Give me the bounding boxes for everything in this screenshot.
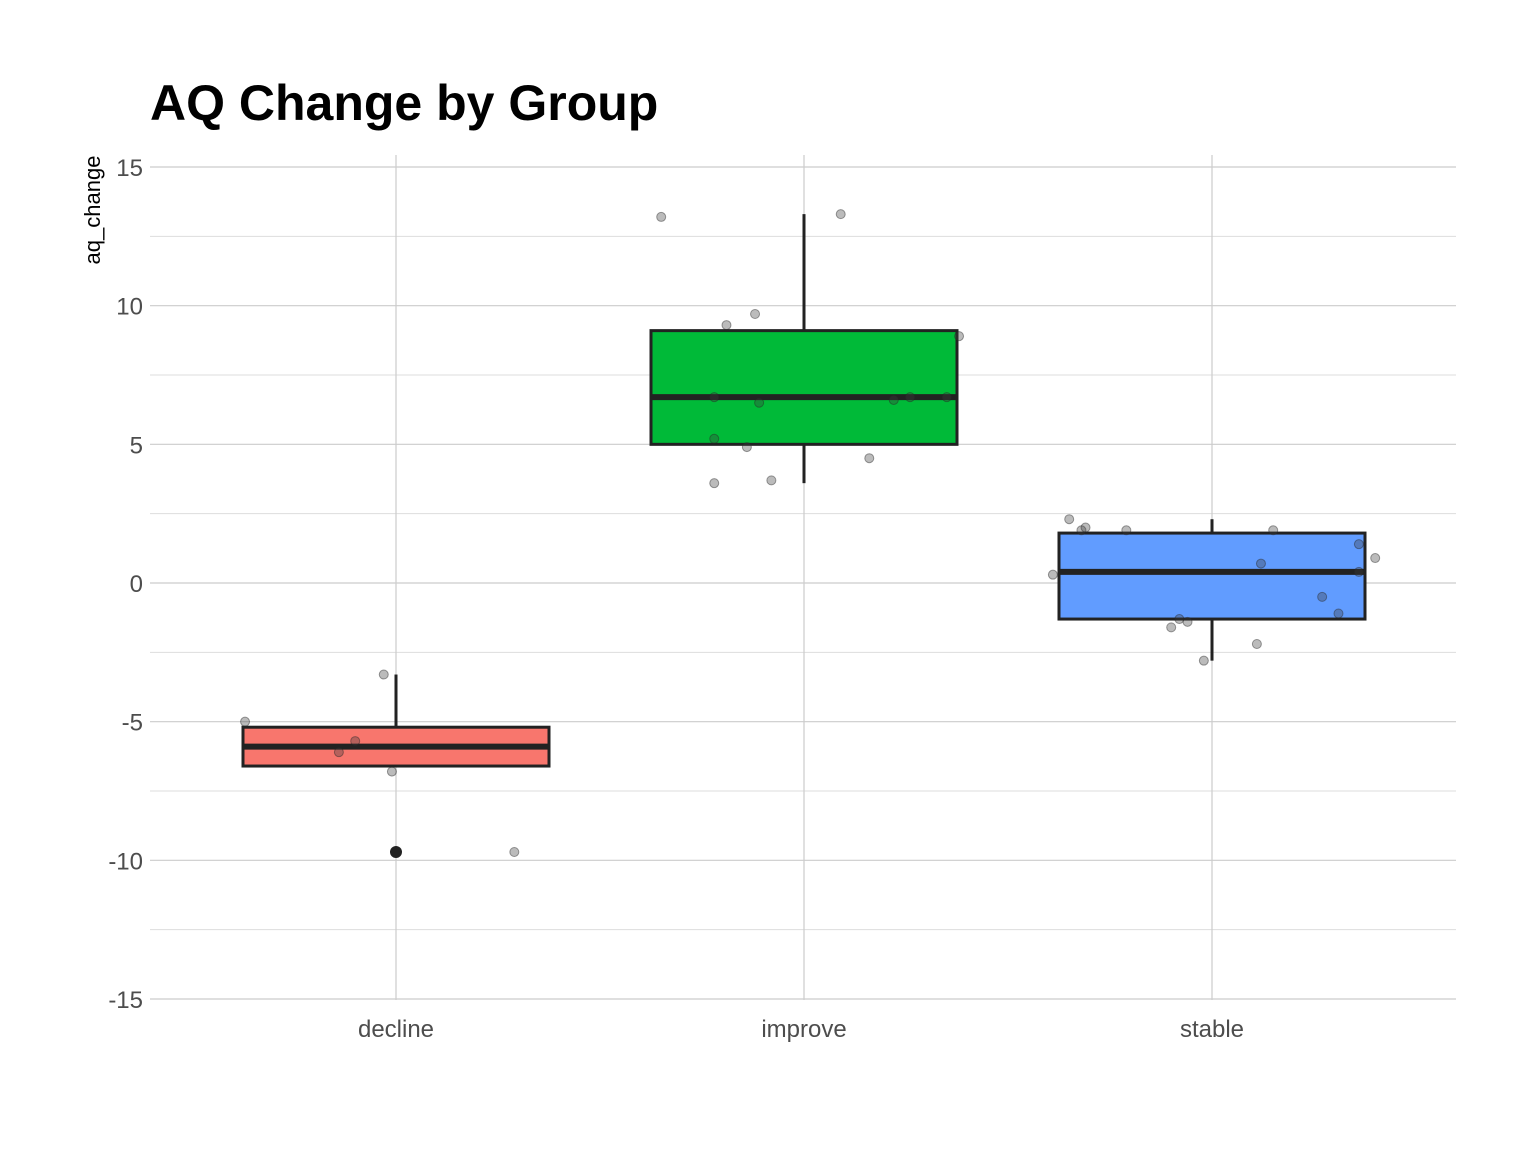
y-tick-label: 15 (116, 155, 143, 182)
data-point (350, 736, 361, 747)
box-decline (241, 674, 551, 859)
data-point (754, 397, 765, 408)
data-point (1251, 639, 1262, 650)
x-axis-ticks: decline improve stable (358, 1016, 1244, 1043)
data-point (1174, 614, 1185, 625)
data-point (656, 211, 667, 222)
box-iqr (1057, 531, 1367, 621)
data-point (954, 331, 965, 342)
data-point (750, 308, 761, 319)
data-point (378, 669, 389, 680)
data-point (1255, 558, 1266, 569)
box-stable (1057, 519, 1367, 661)
data-point (721, 320, 732, 331)
box-iqr (649, 329, 959, 446)
data-point (835, 209, 846, 220)
data-point (1121, 525, 1132, 536)
y-tick-label: 0 (130, 571, 143, 598)
y-tick-label: -10 (108, 848, 143, 875)
data-point (905, 392, 916, 403)
data-point (240, 716, 251, 727)
data-point (1333, 608, 1344, 619)
data-point (509, 847, 520, 858)
x-tick-label: improve (761, 1016, 846, 1043)
box-improve (649, 214, 959, 484)
y-tick-label: 5 (130, 432, 143, 459)
data-point (1370, 553, 1381, 564)
data-point (1317, 591, 1328, 602)
y-tick-label: 10 (116, 294, 143, 321)
data-point (709, 392, 720, 403)
data-point (1064, 514, 1075, 525)
y-tick-label: -5 (122, 710, 143, 737)
data-point (1076, 525, 1087, 536)
data-point (709, 478, 720, 489)
y-axis-title: aq_change (80, 156, 105, 265)
data-point (941, 392, 952, 403)
y-tick-label: -15 (108, 987, 143, 1014)
x-tick-label: stable (1180, 1016, 1244, 1043)
data-point (386, 766, 397, 777)
data-point (766, 475, 777, 486)
x-tick-label: decline (358, 1016, 434, 1043)
data-point (864, 453, 875, 464)
data-point (709, 433, 720, 444)
data-point (1182, 616, 1193, 627)
data-point (333, 747, 344, 758)
data-point (741, 442, 752, 453)
data-point (1353, 539, 1364, 550)
data-point (1353, 566, 1364, 577)
data-point (1198, 655, 1209, 666)
y-axis-ticks: -15 -10 -5 0 5 10 15 (108, 155, 143, 1014)
data-point (1080, 522, 1091, 533)
data-point (888, 394, 899, 405)
jitter-points (240, 209, 1381, 858)
chart-title: AQ Change by Group (150, 75, 658, 131)
data-point (1166, 622, 1177, 633)
boxes (241, 214, 1367, 859)
data-point (1268, 525, 1279, 536)
outlier-point (390, 846, 402, 859)
data-point (1047, 569, 1058, 580)
